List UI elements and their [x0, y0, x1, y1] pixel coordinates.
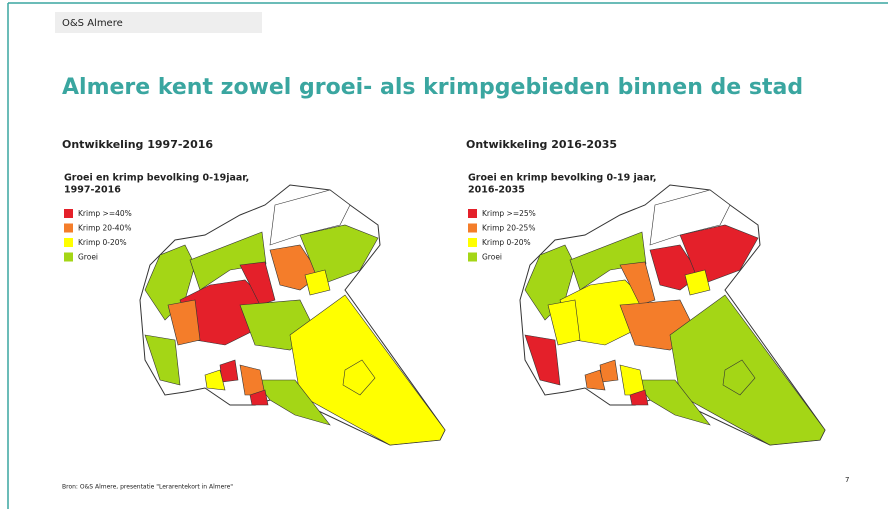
source: Bron: O&S Almere, presentatie "Lerarente…: [62, 484, 233, 491]
district: [524, 334, 561, 386]
park-outline: [722, 359, 756, 396]
district: [634, 379, 711, 426]
legend-swatch: [468, 209, 477, 218]
map: [519, 184, 826, 446]
district: [239, 261, 276, 306]
legend-swatch: [468, 252, 477, 262]
map: [139, 184, 446, 446]
district: [254, 379, 331, 426]
district: [629, 389, 649, 406]
legend-label: Groei: [78, 253, 98, 262]
header-label: O&S Almere: [62, 18, 123, 29]
district: [584, 369, 606, 391]
panel: Ontwikkeling 1997-2016 Groei en krimp bev…: [62, 138, 446, 446]
legend-label: Krimp 20-25%: [482, 224, 535, 233]
legend-swatch: [64, 238, 73, 247]
legend-label: Krimp 20-40%: [78, 224, 131, 233]
legend-label: Krimp >=40%: [78, 209, 132, 218]
legend-label: Groei: [482, 253, 502, 262]
district: [684, 269, 711, 296]
park-outline: [342, 359, 376, 396]
district: [144, 334, 181, 386]
panel-heading: Ontwikkeling 1997-2016: [62, 138, 213, 151]
page-number: 7: [845, 476, 849, 484]
panel: Ontwikkeling 2016-2035 Groei en krimp bev…: [466, 138, 826, 446]
district: [269, 189, 351, 246]
slide-title: Almere kent zowel groei- als krimpgebied…: [62, 75, 803, 100]
legend-label: Krimp 0-20%: [482, 238, 531, 247]
legend-swatch: [64, 209, 73, 218]
map-title: 1997-2016: [64, 185, 121, 196]
map-title: 2016-2035: [468, 185, 525, 196]
district: [204, 369, 226, 391]
district: [547, 299, 581, 346]
legend-swatch: [468, 223, 477, 233]
map-title: Groei en krimp bevolking 0-19 jaar,: [468, 173, 657, 184]
panels: Ontwikkeling 1997-2016 Groei en krimp bev…: [62, 138, 826, 446]
district: [649, 189, 731, 246]
legend-swatch: [64, 252, 73, 262]
district: [304, 269, 331, 296]
legend-swatch: [468, 238, 477, 247]
district: [167, 299, 201, 346]
legend-label: Krimp 0-20%: [78, 238, 127, 247]
header-box: [55, 12, 262, 33]
map-title: Groei en krimp bevolking 0-19jaar,: [64, 173, 249, 184]
district: [249, 389, 269, 406]
panel-heading: Ontwikkeling 2016-2035: [466, 138, 617, 151]
legend-label: Krimp >=25%: [482, 209, 536, 218]
district: [619, 261, 656, 306]
legend-swatch: [64, 223, 73, 233]
